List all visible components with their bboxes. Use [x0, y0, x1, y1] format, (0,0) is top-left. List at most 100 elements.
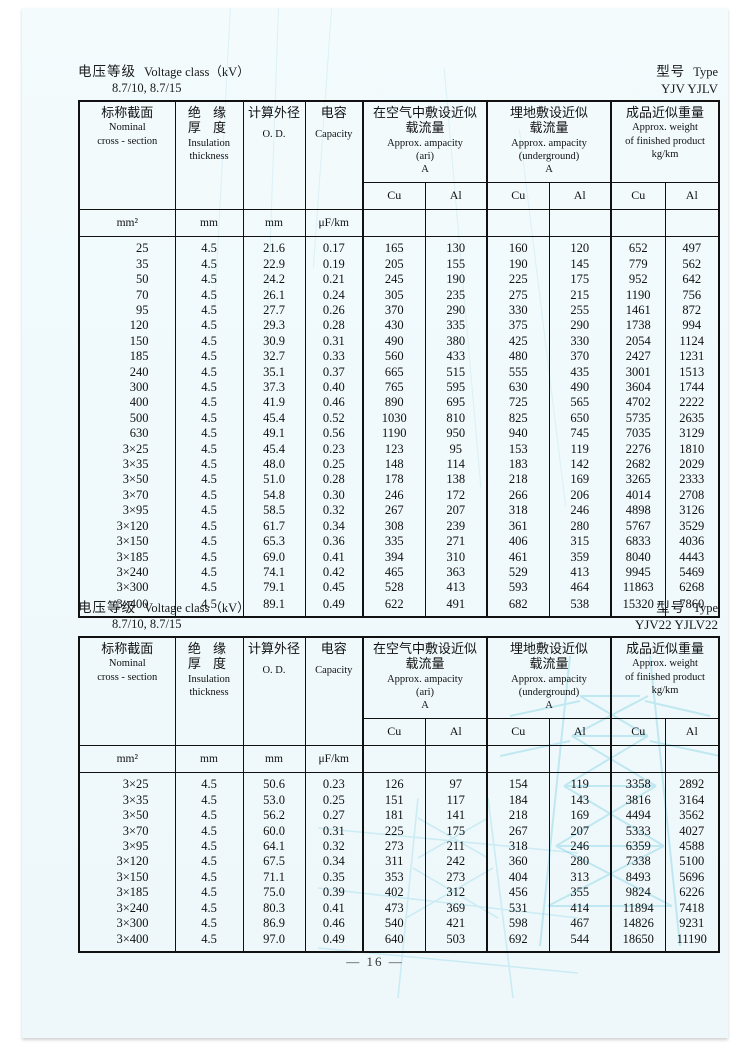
- table-block-1: 电压等级 Voltage class（kV） 8.7/10, 8.7/15 型号 T…: [78, 60, 721, 618]
- table-row: 3×95 4.5 58.5 0.32 267 207 318 246 4898 3126: [78, 503, 720, 519]
- cell-outer-diameter: 26.1: [242, 287, 306, 303]
- cell-outer-diameter: 67.5: [242, 854, 306, 870]
- cell-underground-ampacity-al: 143: [548, 792, 612, 809]
- cell-air-ampacity-al: 211: [424, 839, 488, 855]
- cell-underground-ampacity-cu: 593: [486, 580, 550, 596]
- cell-weight-cu: 2427: [610, 349, 666, 365]
- cell-air-ampacity-cu: 370: [362, 303, 426, 319]
- cell-weight-cu: 952: [610, 272, 666, 288]
- cell-outer-diameter: 50.6: [242, 772, 306, 793]
- table-row: 3×25 4.5 50.6 0.23 126 97 154 119 3358 2892: [78, 772, 720, 793]
- cell-air-ampacity-cu: 225: [362, 823, 426, 839]
- cell-underground-ampacity-cu: 266: [486, 487, 550, 504]
- cell-weight-al: 6268: [664, 580, 720, 596]
- header-underground-ampacity: 埋地敷设近似 载流量 Approx. ampacity (underground…: [486, 100, 612, 183]
- cell-air-ampacity-al: 114: [424, 457, 488, 473]
- cell-weight-al: 4027: [664, 823, 720, 839]
- header-air-cn2: 载流量: [405, 657, 445, 673]
- cell-nominal-cross-section: 35: [78, 256, 176, 273]
- cell-underground-ampacity-cu: 218: [486, 808, 550, 824]
- cell-air-ampacity-cu: 178: [362, 472, 426, 488]
- cell-capacity: 0.30: [304, 487, 364, 504]
- cell-outer-diameter: 54.8: [242, 487, 306, 504]
- cell-insulation-thickness: 4.5: [174, 256, 244, 273]
- cell-underground-ampacity-al: 175: [548, 272, 612, 288]
- cell-weight-al: 3529: [664, 518, 720, 535]
- cell-weight-cu: 6359: [610, 839, 666, 855]
- cell-underground-ampacity-al: 313: [548, 869, 612, 886]
- cell-air-ampacity-al: 95: [424, 441, 488, 458]
- cell-nominal-cross-section: 3×95: [78, 839, 176, 855]
- unit-capacity: μF/km: [304, 208, 364, 237]
- cell-air-ampacity-al: 97: [424, 772, 488, 793]
- cell-air-ampacity-al: 130: [424, 236, 488, 257]
- cell-air-ampacity-cu: 267: [362, 503, 426, 519]
- cell-air-ampacity-al: 138: [424, 472, 488, 488]
- cell-air-ampacity-cu: 640: [362, 931, 426, 953]
- cell-nominal-cross-section: 3×120: [78, 854, 176, 870]
- cell-insulation-thickness: 4.5: [174, 869, 244, 886]
- cell-insulation-thickness: 4.5: [174, 364, 244, 381]
- cell-outer-diameter: 71.1: [242, 869, 306, 886]
- header-ug-cn1: 埋地敷设近似: [510, 106, 589, 121]
- cell-outer-diameter: 75.0: [242, 885, 306, 901]
- cell-air-ampacity-cu: 528: [362, 580, 426, 596]
- cell-underground-ampacity-al: 169: [548, 472, 612, 488]
- header-air-ampacity: 在空气中敷设近似 载流量 Approx. ampacity (ari) A: [361, 100, 488, 183]
- cell-outer-diameter: 29.3: [242, 318, 306, 334]
- voltage-class-caption: 电压等级 Voltage class（kV） 8.7/10, 8.7/15: [78, 60, 250, 96]
- header-ug-en1: Approx. ampacity: [511, 673, 587, 685]
- cell-capacity: 0.25: [304, 792, 364, 809]
- cell-underground-ampacity-cu: 404: [486, 869, 550, 886]
- cell-air-ampacity-al: 312: [424, 885, 488, 901]
- cell-capacity: 0.32: [304, 839, 364, 855]
- cell-underground-ampacity-cu: 184: [486, 792, 550, 809]
- cell-outer-diameter: 45.4: [242, 410, 306, 427]
- cell-insulation-thickness: 4.5: [174, 487, 244, 504]
- cell-underground-ampacity-cu: 406: [486, 534, 550, 550]
- cell-weight-cu: 5767: [610, 518, 666, 535]
- table-row: 95 4.5 27.7 0.26 370 290 330 255 1461 872: [78, 303, 720, 319]
- subheader-ug-al: Al: [548, 717, 612, 746]
- voltage-class-value: 8.7/10, 8.7/15: [112, 617, 182, 631]
- subheader-ug-cu: Cu: [486, 717, 550, 746]
- cell-nominal-cross-section: 70: [78, 287, 176, 303]
- type-caption: 型号 Type YJV22 YJLV22: [635, 596, 718, 633]
- cell-underground-ampacity-al: 745: [548, 426, 612, 442]
- cell-insulation-thickness: 4.5: [174, 318, 244, 334]
- header-nominal-en2: cross - section: [97, 671, 158, 683]
- cell-insulation-thickness: 4.5: [174, 534, 244, 550]
- cell-underground-ampacity-cu: 153: [486, 441, 550, 458]
- header-weight: 成品近似重量 Approx. weight of finished produc…: [610, 100, 720, 183]
- cell-nominal-cross-section: 3×300: [78, 580, 176, 596]
- cell-air-ampacity-al: 950: [424, 426, 488, 442]
- cell-weight-cu: 4494: [610, 808, 666, 824]
- table-row: 3×300 4.5 86.9 0.46 540 421 598 467 14826 9231: [78, 916, 720, 932]
- table-row: 3×35 4.5 53.0 0.25 151 117 184 143 3816 3164: [78, 792, 720, 809]
- cell-weight-cu: 7035: [610, 426, 666, 442]
- cell-nominal-cross-section: 500: [78, 410, 176, 427]
- unit-insulation: mm: [174, 208, 244, 237]
- cell-air-ampacity-al: 503: [424, 931, 488, 953]
- cell-air-ampacity-al: 491: [424, 595, 488, 617]
- table-row: 50 4.5 24.2 0.21 245 190 225 175 952 642: [78, 272, 720, 288]
- cell-outer-diameter: 80.3: [242, 900, 306, 917]
- cell-air-ampacity-cu: 308: [362, 518, 426, 535]
- header-nominal-cn: 标称截面: [101, 106, 154, 121]
- cell-weight-cu: 11894: [610, 900, 666, 917]
- cell-weight-al: 5469: [664, 564, 720, 581]
- header-insulation-cn1: 绝 缘: [187, 642, 231, 657]
- cell-outer-diameter: 24.2: [242, 272, 306, 288]
- table-block-2: 电压等级 Voltage class（kV） 8.7/10, 8.7/15 型号 T…: [78, 596, 721, 954]
- cell-nominal-cross-section: 3×50: [78, 808, 176, 824]
- cell-weight-al: 2708: [664, 487, 720, 504]
- cell-underground-ampacity-cu: 375: [486, 318, 550, 334]
- table-subheader-row: Cu Al Cu Al Cu Al: [79, 181, 720, 210]
- cell-weight-cu: 18650: [610, 931, 666, 953]
- table-row: 3×240 4.5 74.1 0.42 465 363 529 413 9945 5469: [78, 564, 720, 581]
- cell-air-ampacity-cu: 560: [362, 349, 426, 365]
- cell-underground-ampacity-al: 246: [548, 503, 612, 519]
- header-insulation-en1: Insulation: [188, 673, 230, 685]
- voltage-class-label-cn: 电压等级: [78, 64, 136, 80]
- table-row: 3×35 4.5 48.0 0.25 148 114 183 142 2682 2029: [78, 457, 720, 473]
